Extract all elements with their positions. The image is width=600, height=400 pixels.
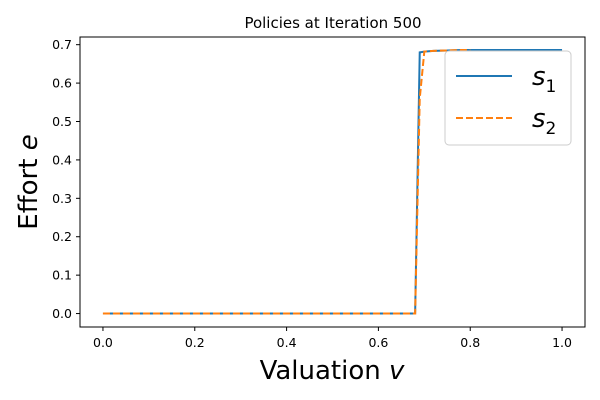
x-axis-title: Valuation v [260, 356, 405, 386]
x-axis-title-text: Valuation [260, 356, 389, 386]
legend-label-s1: s1 [532, 62, 556, 97]
series-line-s2 [102, 49, 471, 315]
plot-area [102, 49, 563, 315]
x-tick-label: 1.0 [552, 335, 572, 350]
legend-label-s2: s2 [532, 104, 556, 139]
y-tick-label: 0.0 [52, 306, 72, 321]
legend-label-s1-base: s [532, 62, 546, 92]
x-tick-label: 0.2 [185, 335, 205, 350]
legend-label-s2-sub: 2 [546, 119, 557, 139]
y-tick-label: 0.4 [52, 152, 72, 167]
y-axis-title-text: Effort [14, 150, 44, 229]
y-tick-label: 0.5 [52, 114, 72, 129]
chart-title: Policies at Iteration 500 [244, 14, 421, 32]
legend: s1 s2 [444, 50, 572, 146]
y-axis-variable: e [14, 134, 44, 150]
x-tick-label: 0.0 [93, 335, 113, 350]
y-tick-label: 0.2 [52, 229, 72, 244]
x-tick-label: 0.6 [368, 335, 388, 350]
y-axis-title: Effort e [14, 134, 44, 229]
y-tick-label: 0.6 [52, 76, 72, 91]
x-tick-label: 0.8 [460, 335, 480, 350]
y-tick-label: 0.1 [52, 268, 72, 283]
axes-frame [79, 36, 586, 328]
y-tick-label: 0.7 [52, 37, 72, 52]
x-axis-variable: v [389, 356, 405, 386]
x-tick-label: 0.4 [277, 335, 297, 350]
legend-label-s1-sub: 1 [546, 77, 557, 97]
y-tick-label: 0.3 [52, 191, 72, 206]
legend-box [444, 50, 572, 146]
y-axis: 0.0 0.1 0.2 0.3 0.4 0.5 0.6 0.7 [52, 37, 80, 321]
legend-label-s2-base: s [532, 104, 546, 134]
x-axis: 0.0 0.2 0.4 0.6 0.8 1.0 [93, 327, 572, 350]
